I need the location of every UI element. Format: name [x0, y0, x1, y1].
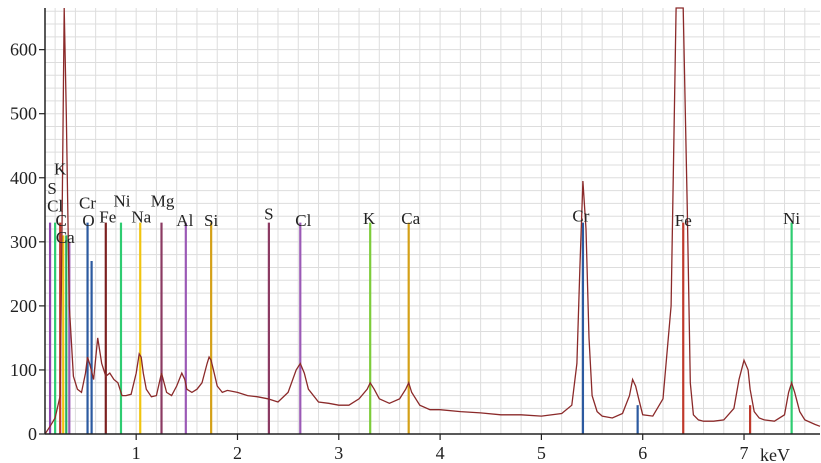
- element-label: Fe: [99, 208, 116, 227]
- element-label: Cr: [79, 194, 96, 213]
- plot-background: [45, 8, 820, 434]
- element-label: Cr: [572, 206, 589, 225]
- y-tick-label: 200: [10, 296, 37, 316]
- element-label: K: [363, 209, 376, 228]
- x-tick-label: 4: [436, 443, 445, 463]
- element-lines: [48, 222, 793, 434]
- element-label: C: [56, 211, 67, 230]
- x-tick-label: 6: [638, 443, 647, 463]
- x-tick-label: 7: [740, 443, 749, 463]
- x-tick-label: 2: [233, 443, 242, 463]
- element-label: Ca: [56, 228, 75, 247]
- grid: [45, 8, 820, 434]
- element-label: Si: [204, 211, 218, 230]
- element-label: Ni: [783, 209, 800, 228]
- x-tick-label: 1: [132, 443, 141, 463]
- element-label: S: [47, 179, 56, 198]
- y-tick-label: 300: [10, 232, 37, 252]
- y-tick-label: 600: [10, 40, 37, 60]
- spectrum-line: [44, 7, 821, 435]
- y-tick-label: 0: [28, 424, 37, 444]
- x-ticks: 1 2 3 4 5 6 7: [132, 434, 749, 463]
- y-tick-label: 100: [10, 360, 37, 380]
- element-label: Ca: [401, 209, 420, 228]
- element-label: Fe: [675, 211, 692, 230]
- y-tick-label: 500: [10, 104, 37, 124]
- x-tick-label: 5: [537, 443, 546, 463]
- element-label: Al: [176, 211, 193, 230]
- x-tick-label: 3: [334, 443, 343, 463]
- element-label: Cl: [47, 197, 63, 216]
- element-label: Cl: [295, 211, 311, 230]
- element-label: Mg: [151, 192, 175, 211]
- element-label: Na: [131, 208, 151, 227]
- y-ticks: 0 100 200 300 400 500 600: [10, 40, 45, 444]
- element-label: Ni: [113, 192, 130, 211]
- element-label: K: [54, 160, 67, 179]
- y-tick-label: 400: [10, 168, 37, 188]
- element-label: S: [264, 204, 273, 223]
- x-axis-unit-label: keV: [760, 445, 790, 463]
- element-label: O: [82, 211, 94, 230]
